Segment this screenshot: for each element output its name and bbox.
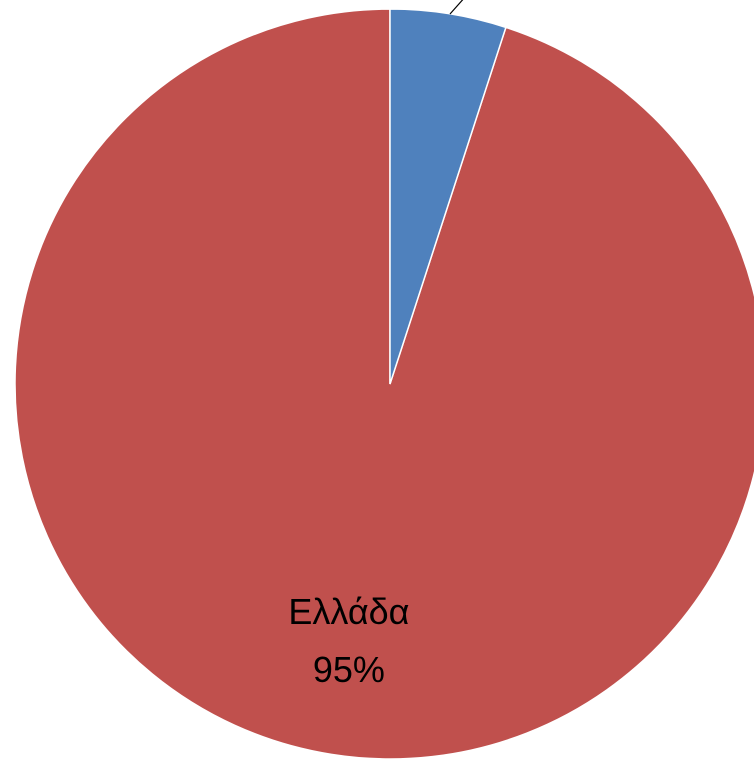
leader-line	[449, 0, 464, 15]
slice	[14, 8, 754, 760]
slice-label: Ελλάδα	[288, 591, 409, 632]
value-label: 95%	[313, 649, 385, 690]
slice	[389, 8, 507, 385]
